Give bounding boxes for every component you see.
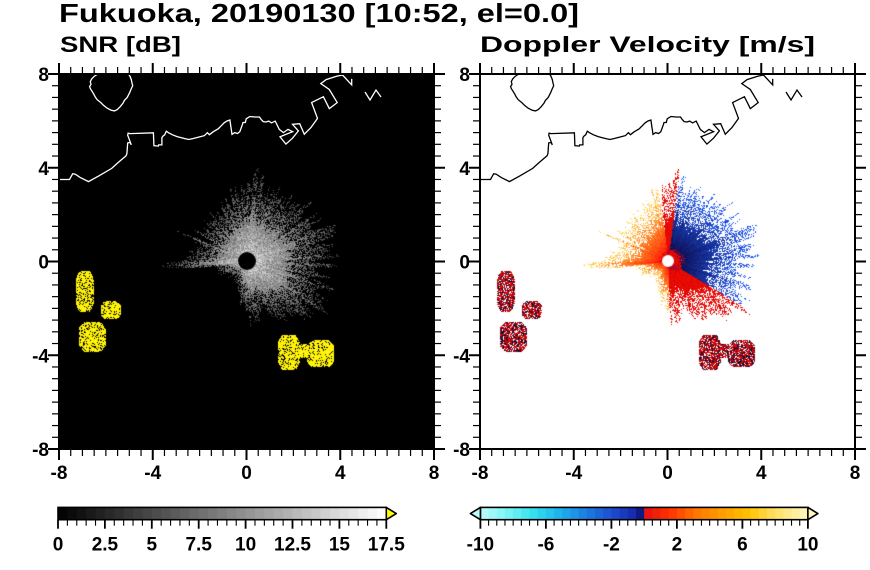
svg-text:-4: -4 xyxy=(32,346,49,367)
svg-text:17.5: 17.5 xyxy=(368,535,405,556)
svg-text:8: 8 xyxy=(429,463,440,484)
svg-text:8: 8 xyxy=(459,65,470,86)
svg-text:SNR [dB]: SNR [dB] xyxy=(60,32,181,57)
svg-text:2.5: 2.5 xyxy=(92,535,119,556)
svg-text:0: 0 xyxy=(241,463,252,484)
svg-text:-8: -8 xyxy=(51,463,68,484)
svg-text:-4: -4 xyxy=(144,463,161,484)
svg-text:2: 2 xyxy=(672,535,683,556)
svg-text:8: 8 xyxy=(850,463,861,484)
svg-text:-8: -8 xyxy=(32,440,49,461)
svg-text:-4: -4 xyxy=(565,463,582,484)
svg-text:4: 4 xyxy=(38,159,49,180)
svg-text:7.5: 7.5 xyxy=(185,535,212,556)
svg-text:5: 5 xyxy=(147,535,158,556)
svg-text:-2: -2 xyxy=(603,535,620,556)
svg-text:-4: -4 xyxy=(453,346,470,367)
svg-text:-6: -6 xyxy=(537,535,554,556)
svg-text:4: 4 xyxy=(335,463,346,484)
svg-text:8: 8 xyxy=(38,65,49,86)
svg-text:12.5: 12.5 xyxy=(274,535,311,556)
svg-text:-10: -10 xyxy=(467,535,494,556)
svg-text:Fukuoka, 20190130 [10:52, el=0: Fukuoka, 20190130 [10:52, el=0.0] xyxy=(59,0,579,28)
svg-text:0: 0 xyxy=(38,253,49,274)
svg-text:Doppler Velocity [m/s]: Doppler Velocity [m/s] xyxy=(480,32,815,57)
svg-text:15: 15 xyxy=(329,535,351,556)
svg-text:4: 4 xyxy=(756,463,767,484)
svg-text:6: 6 xyxy=(737,535,748,556)
svg-text:10: 10 xyxy=(797,535,818,556)
svg-text:0: 0 xyxy=(53,535,64,556)
svg-text:10: 10 xyxy=(235,535,256,556)
svg-text:4: 4 xyxy=(459,159,470,180)
svg-text:-8: -8 xyxy=(453,440,470,461)
svg-text:-8: -8 xyxy=(472,463,489,484)
svg-text:0: 0 xyxy=(459,253,470,274)
svg-text:0: 0 xyxy=(662,463,673,484)
